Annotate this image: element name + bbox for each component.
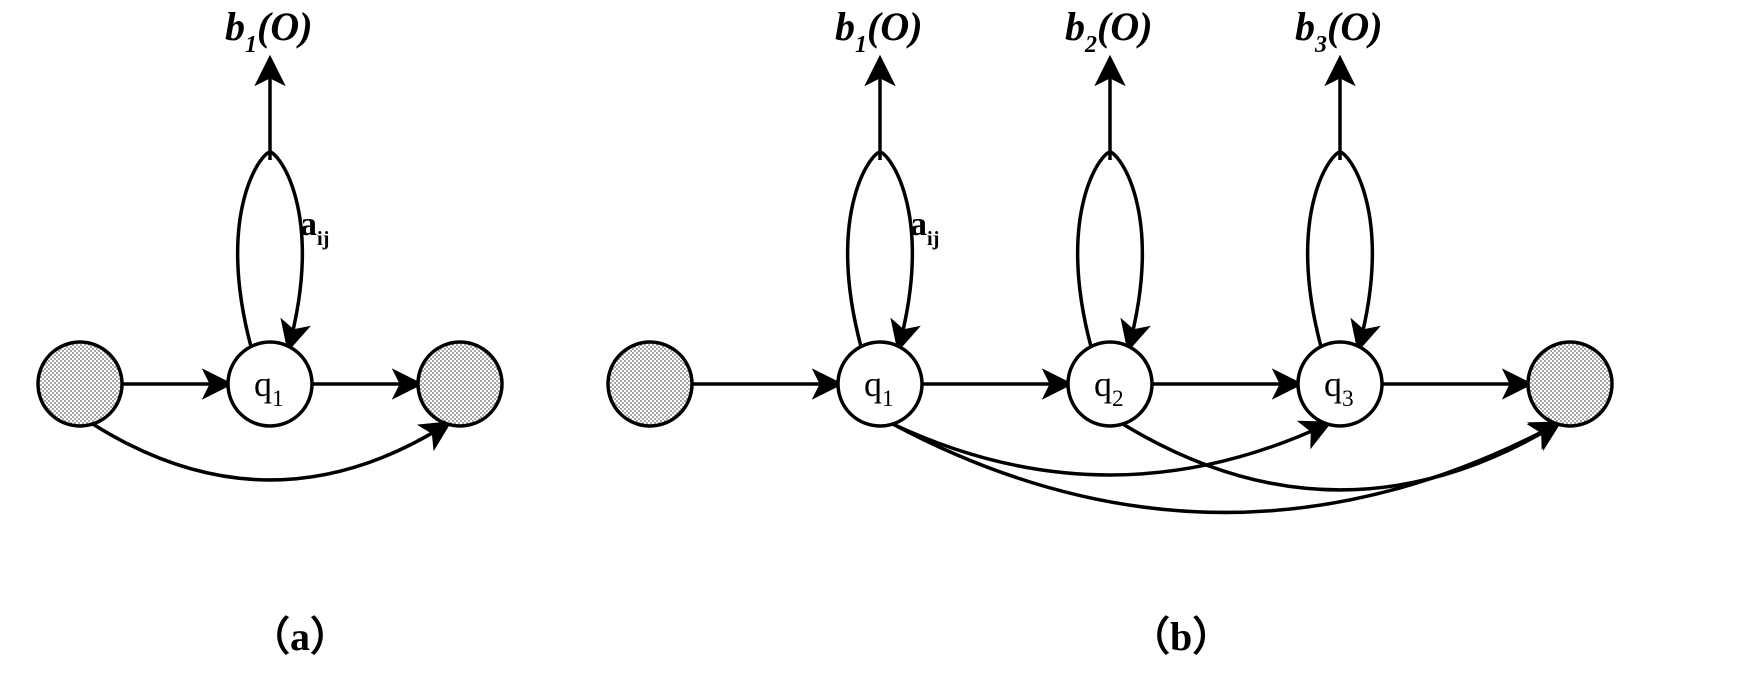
transition-label-b_aij: aij: [910, 206, 939, 250]
emissions-layer: b1(O) b1(O) b2(O) b3(O): [225, 4, 1383, 160]
transition-label-a_aij: aij: [300, 206, 329, 250]
emission-label-b_b3: b3(O): [1295, 4, 1383, 58]
labels-layer: aij aij （a） （b）: [250, 206, 1232, 659]
emission-label-a_b1: b1(O): [225, 4, 313, 58]
node-a_end: [418, 342, 502, 426]
skip-edge-b_q1-b_q3: [893, 424, 1328, 475]
skip-edge-a_start-a_end: [93, 424, 448, 480]
self-loop-b_q3: [1308, 152, 1373, 347]
diagram-svg: b1(O)b1(O)b2(O)b3(O) q1q1q2q3 aijaij（a）（…: [0, 0, 1755, 687]
loops-layer: [238, 152, 1373, 347]
self-loop-a_q1: [238, 152, 303, 347]
node-b_start: [608, 342, 692, 426]
panel-label-b: （b）: [1130, 614, 1232, 659]
emission-label-b_b2: b2(O): [1065, 4, 1153, 58]
panel-label-a: （a）: [250, 614, 350, 659]
diagram-canvas: b1(O)b1(O)b2(O)b3(O) q1q1q2q3 aijaij（a）（…: [0, 0, 1755, 687]
self-loop-b_q2: [1078, 152, 1143, 347]
node-a_start: [38, 342, 122, 426]
self-loop-b_q1: [848, 152, 913, 347]
skip-edge-b_q1-b_end: [893, 424, 1558, 513]
node-b_end: [1528, 342, 1612, 426]
emission-label-b_b1: b1(O): [835, 4, 923, 58]
